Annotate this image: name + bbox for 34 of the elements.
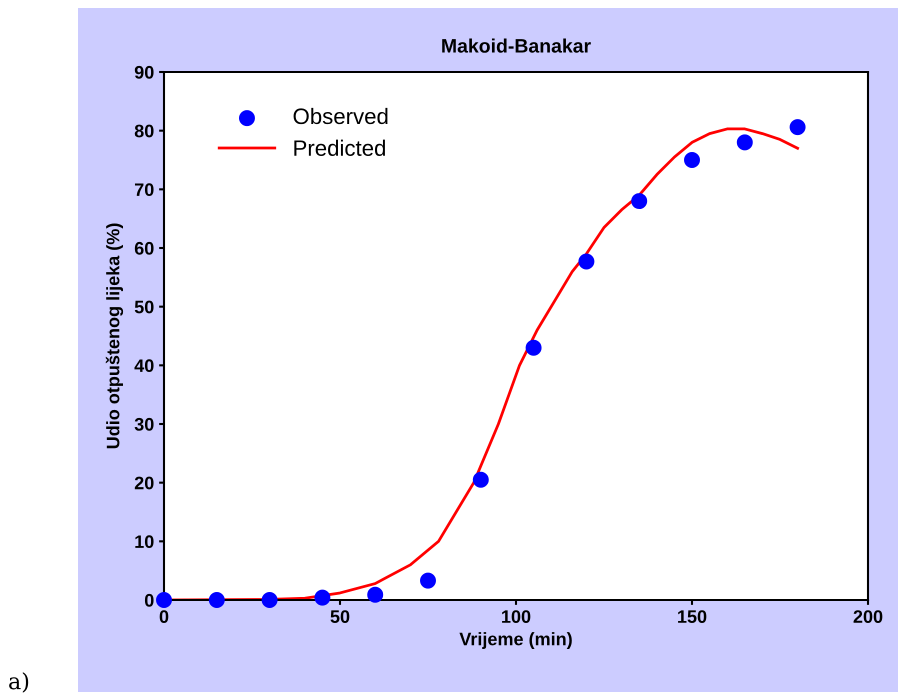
y-tick-label: 50: [134, 300, 154, 314]
y-tick-label: 30: [134, 418, 154, 431]
y-tick-label: 70: [134, 183, 154, 196]
chart-title: Makoid-Banakar: [442, 38, 591, 53]
point: [472, 472, 489, 488]
x-tick-label: 50: [330, 610, 350, 623]
x-tick-label: 200: [854, 610, 882, 623]
point: [208, 592, 225, 608]
text: a): [9, 672, 28, 693]
point: [156, 592, 172, 608]
legend-label: Observed: [294, 108, 388, 124]
point: [790, 119, 806, 136]
point: [631, 193, 648, 210]
point: [736, 134, 753, 150]
y-tick-label: 60: [134, 242, 154, 255]
point: [526, 340, 542, 356]
y-axis-title: Udio otpuštenog lijeka (%): [106, 224, 124, 448]
legend-label: Predicted: [294, 140, 385, 156]
y-tick-label: 0: [144, 594, 154, 607]
y-tick-label: 90: [134, 66, 154, 79]
x-tick-label: 0: [160, 610, 168, 623]
y-tick-label: 80: [134, 124, 154, 138]
y-tick-label: 40: [134, 359, 154, 372]
y-tick-label: 10: [135, 535, 154, 548]
point: [420, 572, 436, 589]
point: [314, 590, 330, 606]
point: [367, 586, 384, 603]
point: [578, 254, 594, 270]
y-tick-label: 20: [134, 476, 154, 490]
point: [262, 592, 278, 608]
x-axis-title: Vrijeme (min): [459, 632, 572, 649]
x-tick-label: 150: [678, 610, 706, 623]
point: [684, 152, 700, 168]
x-tick-label: 100: [502, 610, 530, 623]
